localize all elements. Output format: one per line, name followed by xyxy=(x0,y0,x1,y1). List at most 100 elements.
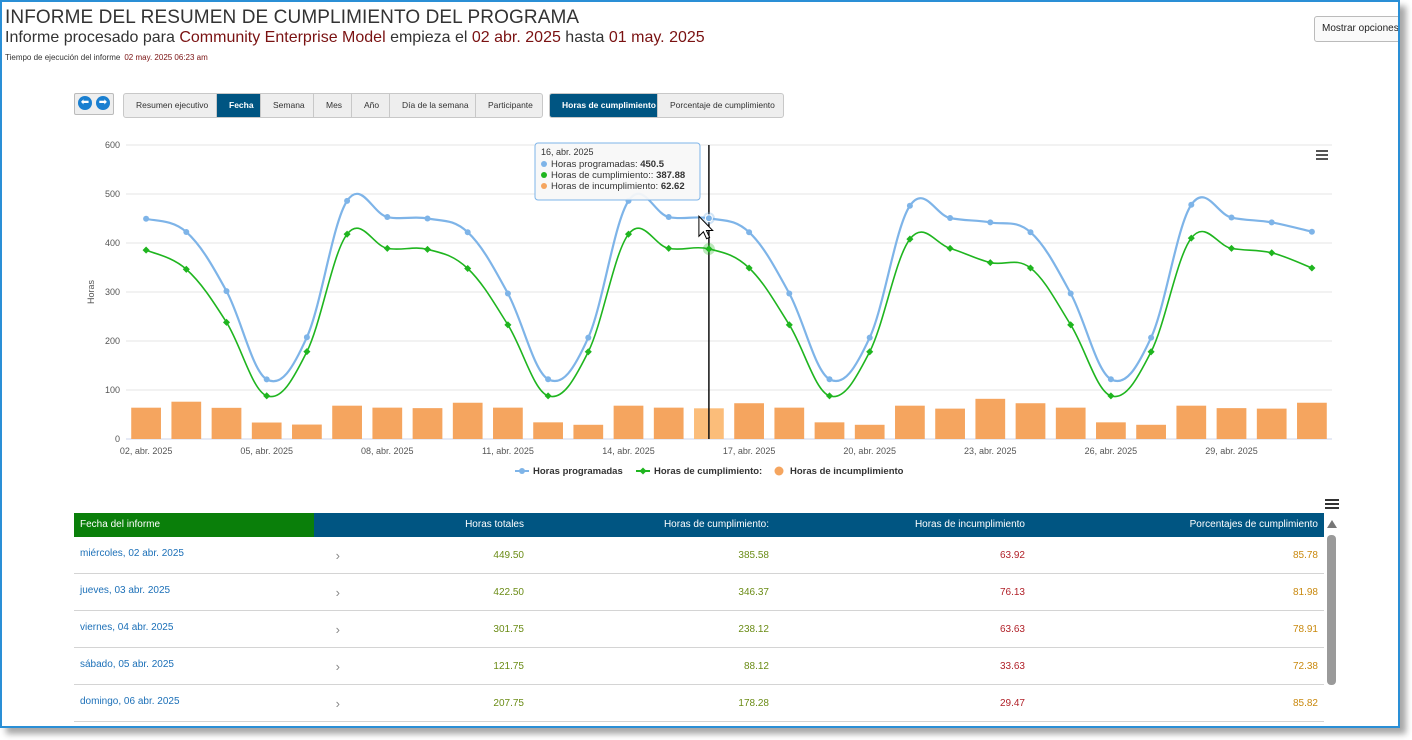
legend-item[interactable]: Horas de incumplimiento xyxy=(774,466,904,477)
col-fecha-informe[interactable]: Fecha del informe xyxy=(74,513,314,537)
chart-menu-bar xyxy=(1316,158,1328,160)
point-horas-programadas xyxy=(1228,214,1235,221)
col-horas-cumplimiento[interactable]: Horas de cumplimiento: xyxy=(530,513,775,537)
x-tick-label: 17, abr. 2025 xyxy=(723,446,776,456)
row-horas-cumplimiento: 385.58 xyxy=(738,549,769,561)
tooltip-row: Horas de cumplimiento:: 387.88 xyxy=(551,170,685,181)
bar-horas-incumplimiento xyxy=(613,405,644,439)
point-horas-programadas xyxy=(746,229,753,236)
point-horas-cumplimiento xyxy=(906,235,914,243)
bar-horas-incumplimiento xyxy=(493,407,523,439)
point-horas-programadas xyxy=(143,215,150,222)
row-horas-incumplimiento: 76.13 xyxy=(999,586,1025,598)
tab-dia-semana[interactable]: Día de la semana xyxy=(390,94,476,117)
point-horas-cumplimiento xyxy=(544,392,552,400)
tab-resumen-ejecutivo[interactable]: Resumen ejecutivo xyxy=(124,94,217,117)
run-time-label: Tiempo de ejecución del informe xyxy=(5,53,121,62)
row-horas-incumplimiento: 33.63 xyxy=(999,660,1025,672)
point-horas-programadas xyxy=(1148,334,1155,341)
subtitle-prefix: Informe procesado para xyxy=(5,29,180,46)
tab-porcentaje-cumplimiento[interactable]: Porcentaje de cumplimiento xyxy=(670,100,775,110)
point-horas-programadas xyxy=(183,228,190,235)
tooltip-row-value: 387.88 xyxy=(656,170,685,181)
y-tick-label: 200 xyxy=(105,336,120,346)
point-horas-cumplimiento xyxy=(504,321,512,329)
col-horas-totales[interactable]: Horas totales xyxy=(314,513,530,537)
chevron-right-icon[interactable]: › xyxy=(335,658,340,674)
row-porcentaje: 85.78 xyxy=(1292,549,1318,561)
tab-mes[interactable]: Mes xyxy=(314,94,352,117)
tab-ano[interactable]: Año xyxy=(352,94,390,117)
col-porcentajes-cumplimiento[interactable]: Porcentajes de cumplimiento xyxy=(1031,513,1324,537)
point-horas-programadas xyxy=(906,202,913,209)
x-tick-label: 20, abr. 2025 xyxy=(843,446,896,456)
col-horas-incumplimiento[interactable]: Horas de incumplimiento xyxy=(775,513,1031,537)
table-row[interactable]: domingo, 06 abr. 2025 › 207.75 178.28 29.47 8… xyxy=(74,685,1324,722)
table-row[interactable]: miércoles, 02 abr. 2025 › 449.50 385.58 63.9… xyxy=(74,537,1324,574)
arrow-right-circle-icon[interactable]: ➡ xyxy=(96,96,110,110)
row-horas-cumplimiento: 346.37 xyxy=(738,586,769,598)
tooltip-marker xyxy=(541,172,547,178)
arrow-left-circle-icon[interactable]: ⬅ xyxy=(78,96,92,110)
row-date[interactable]: domingo, 06 abr. 2025 › xyxy=(80,695,340,711)
tooltip-row: Horas programadas: 450.5 xyxy=(551,159,665,170)
tab-participante[interactable]: Participante xyxy=(488,100,533,110)
table-row[interactable]: viernes, 04 abr. 2025 › 301.75 238.12 63.63 7… xyxy=(74,611,1324,648)
run-time-value: 02 may. 2025 06:23 am xyxy=(124,53,208,62)
x-tick-label: 26, abr. 2025 xyxy=(1085,446,1138,456)
tooltip-date: 16, abr. 2025 xyxy=(541,147,594,157)
legend-item[interactable]: Horas de cumplimiento: xyxy=(636,466,762,477)
row-date[interactable]: sábado, 05 abr. 2025 › xyxy=(80,658,340,674)
bar-horas-incumplimiento xyxy=(1136,424,1166,439)
point-horas-cumplimiento xyxy=(946,244,954,252)
row-porcentaje: 81.98 xyxy=(1292,586,1318,598)
row-horas-cumplimiento: 88.12 xyxy=(743,660,769,672)
chevron-right-icon[interactable]: › xyxy=(335,695,340,711)
scroll-up-icon[interactable] xyxy=(1327,520,1337,528)
point-horas-cumplimiento xyxy=(222,318,231,326)
compliance-chart[interactable]: 0 100 200 300 400 500 600 Horas 02, abr. 2025 05,… xyxy=(72,132,1342,492)
tooltip-box xyxy=(534,142,701,201)
row-horas-totales: 422.50 xyxy=(493,586,524,598)
row-horas-incumplimiento: 63.92 xyxy=(999,549,1025,561)
show-options-button[interactable]: Mostrar opciones xyxy=(1314,16,1398,42)
table-row[interactable]: jueves, 03 abr. 2025 › 422.50 346.37 76.13 81… xyxy=(74,574,1324,611)
tab-fecha[interactable]: Fecha xyxy=(217,94,261,117)
point-horas-cumplimiento xyxy=(665,244,673,252)
point-horas-programadas xyxy=(223,288,230,295)
legend-item[interactable]: Horas programadas xyxy=(515,466,623,477)
row-date[interactable]: viernes, 04 abr. 2025 › xyxy=(80,621,340,637)
chevron-right-icon[interactable]: › xyxy=(335,547,340,563)
table-body: miércoles, 02 abr. 2025 › 449.50 385.58 63.9… xyxy=(74,537,1324,722)
scrollbar-thumb[interactable] xyxy=(1327,535,1336,685)
start-date: 02 abr. 2025 xyxy=(471,29,561,46)
point-horas-cumplimiento xyxy=(866,348,874,356)
point-horas-programadas xyxy=(344,197,351,204)
bar-horas-incumplimiento xyxy=(171,401,202,439)
point-horas-programadas xyxy=(826,376,833,383)
bar-horas-incumplimiento xyxy=(975,398,1006,439)
point-horas-cumplimiento xyxy=(1107,392,1115,400)
point-horas-cumplimiento xyxy=(745,264,753,272)
chart-menu-icon[interactable] xyxy=(1316,150,1328,160)
table-menu-icon[interactable] xyxy=(1325,499,1339,511)
bar-horas-incumplimiento xyxy=(131,407,161,439)
tab-horas-cumplimiento[interactable]: Horas de cumplimiento xyxy=(550,94,658,117)
point-horas-programadas xyxy=(1308,228,1315,235)
chevron-right-icon[interactable]: › xyxy=(335,584,340,600)
point-horas-programadas xyxy=(1107,376,1114,383)
table-row[interactable]: sábado, 05 abr. 2025 › 121.75 88.12 33.63 72.… xyxy=(74,648,1324,685)
point-horas-programadas xyxy=(665,214,672,221)
row-date[interactable]: miércoles, 02 abr. 2025 › xyxy=(80,547,340,563)
point-horas-cumplimiento xyxy=(584,348,592,356)
table-header: Fecha del informe Horas totales Horas de… xyxy=(74,513,1324,537)
point-horas-programadas xyxy=(947,215,954,222)
bar-horas-incumplimiento xyxy=(251,422,282,439)
row-date[interactable]: jueves, 03 abr. 2025 › xyxy=(80,584,340,600)
x-tick-label: 05, abr. 2025 xyxy=(240,446,293,456)
tooltip-row: Horas de incumplimiento: 62.62 xyxy=(551,181,685,192)
chevron-right-icon[interactable]: › xyxy=(335,621,340,637)
grouping-tabs: Resumen ejecutivo Fecha Semana Mes Año D… xyxy=(123,93,543,118)
tab-semana[interactable]: Semana xyxy=(261,94,314,117)
metric-tabs: Horas de cumplimiento Porcentaje de cump… xyxy=(549,93,784,118)
